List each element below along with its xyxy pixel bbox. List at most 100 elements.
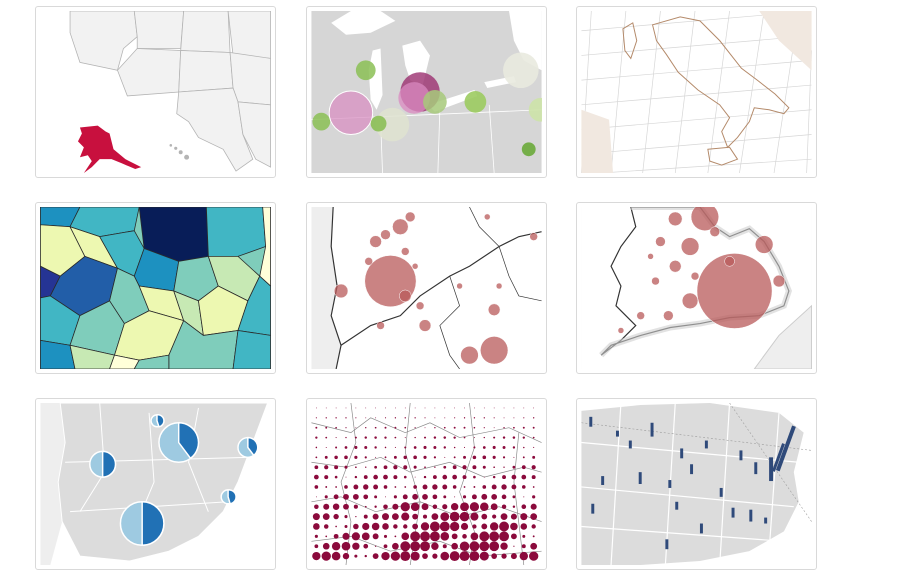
density-dot bbox=[341, 541, 351, 551]
density-dot bbox=[404, 407, 406, 409]
pie-symbol bbox=[158, 422, 200, 464]
density-dot bbox=[442, 544, 447, 549]
bubble bbox=[690, 271, 700, 281]
density-dot bbox=[375, 417, 377, 419]
density-dot bbox=[452, 465, 457, 470]
density-dot bbox=[443, 495, 447, 499]
density-dot bbox=[491, 493, 498, 500]
density-dot bbox=[355, 407, 357, 409]
density-dot bbox=[463, 436, 466, 439]
bubble bbox=[669, 260, 682, 273]
density-dot bbox=[522, 534, 526, 538]
density-dot bbox=[334, 465, 339, 470]
density-dot bbox=[493, 436, 496, 439]
map-thumbnail-great-lakes-bubbles[interactable] bbox=[306, 6, 547, 178]
density-dot bbox=[363, 475, 368, 479]
density-dot bbox=[513, 407, 515, 409]
bubble bbox=[328, 90, 374, 135]
density-dot bbox=[499, 531, 509, 542]
density-dot bbox=[413, 485, 417, 489]
density-dot bbox=[420, 541, 430, 552]
region bbox=[232, 330, 271, 369]
outside-land bbox=[311, 207, 342, 369]
density-dot bbox=[334, 455, 338, 460]
density-dot bbox=[529, 551, 539, 561]
density-dot bbox=[451, 533, 458, 540]
density-dot bbox=[463, 446, 466, 448]
density-dot bbox=[382, 513, 389, 521]
density-dot bbox=[511, 474, 517, 480]
density-dot bbox=[335, 446, 338, 449]
density-dot bbox=[459, 541, 470, 551]
map-thumbnail-us-alaska[interactable] bbox=[35, 6, 276, 178]
density-dot bbox=[453, 426, 456, 429]
density-dot bbox=[410, 551, 420, 561]
map-thumbnail-border-bubbles[interactable] bbox=[306, 202, 547, 374]
density-dot bbox=[444, 407, 446, 409]
density-dot bbox=[335, 486, 337, 488]
density-dot bbox=[363, 543, 369, 549]
us-landmass bbox=[581, 403, 804, 565]
density-dot bbox=[444, 456, 446, 458]
density-dot bbox=[410, 502, 420, 511]
map-thumbnail-dot-density[interactable] bbox=[306, 398, 547, 570]
density-dot bbox=[373, 484, 379, 490]
density-dot bbox=[421, 503, 429, 511]
density-dot bbox=[462, 465, 467, 470]
region bbox=[205, 207, 267, 257]
density-dot bbox=[403, 455, 408, 460]
bubble bbox=[401, 247, 410, 256]
map-preview bbox=[581, 11, 812, 173]
density-dot bbox=[492, 455, 496, 459]
density-dot bbox=[434, 417, 436, 419]
density-dot bbox=[454, 417, 456, 419]
density-dot bbox=[344, 485, 348, 489]
bubble bbox=[460, 346, 479, 365]
bubble bbox=[375, 107, 410, 142]
density-dot bbox=[502, 445, 506, 449]
density-dot bbox=[432, 553, 438, 559]
density-dot bbox=[472, 455, 477, 460]
density-dot bbox=[472, 524, 477, 529]
density-dot bbox=[345, 436, 347, 439]
bubble bbox=[647, 253, 654, 260]
bubble bbox=[724, 256, 735, 267]
density-dot bbox=[439, 521, 450, 532]
us-state bbox=[237, 101, 271, 168]
density-dot bbox=[383, 474, 388, 480]
density-dot bbox=[364, 456, 367, 459]
density-dot bbox=[392, 503, 399, 510]
density-dot bbox=[384, 456, 387, 459]
density-dot bbox=[522, 436, 525, 439]
map-preview bbox=[311, 11, 542, 173]
country-border bbox=[330, 207, 342, 369]
map-thumbnail-choropleth[interactable] bbox=[35, 202, 276, 374]
density-dot bbox=[313, 523, 320, 530]
bubble bbox=[772, 274, 786, 288]
density-dot bbox=[323, 524, 329, 529]
bubble bbox=[456, 282, 463, 290]
density-dot bbox=[383, 544, 388, 549]
density-dot bbox=[429, 531, 440, 542]
density-dot bbox=[325, 407, 327, 409]
density-dot bbox=[521, 544, 526, 549]
density-dot bbox=[345, 476, 347, 478]
density-dot bbox=[501, 494, 507, 500]
density-dot bbox=[522, 456, 525, 459]
density-dot bbox=[331, 542, 341, 551]
bubble bbox=[411, 263, 419, 270]
map-thumbnail-england-bubbles[interactable] bbox=[576, 202, 817, 374]
density-dot bbox=[481, 493, 488, 500]
density-dot bbox=[412, 513, 419, 520]
density-dot bbox=[324, 455, 328, 459]
density-dot bbox=[463, 417, 466, 419]
map-thumbnail-spain-pies[interactable] bbox=[35, 398, 276, 570]
map-thumbnail-italy-graticule[interactable] bbox=[576, 6, 817, 178]
density-dot bbox=[519, 551, 528, 561]
pie-symbol bbox=[150, 414, 165, 428]
density-dot bbox=[424, 427, 426, 429]
bubble bbox=[380, 229, 391, 240]
map-thumbnail-us-spikes[interactable] bbox=[576, 398, 817, 570]
density-dot bbox=[443, 465, 447, 469]
bubble bbox=[376, 321, 385, 330]
